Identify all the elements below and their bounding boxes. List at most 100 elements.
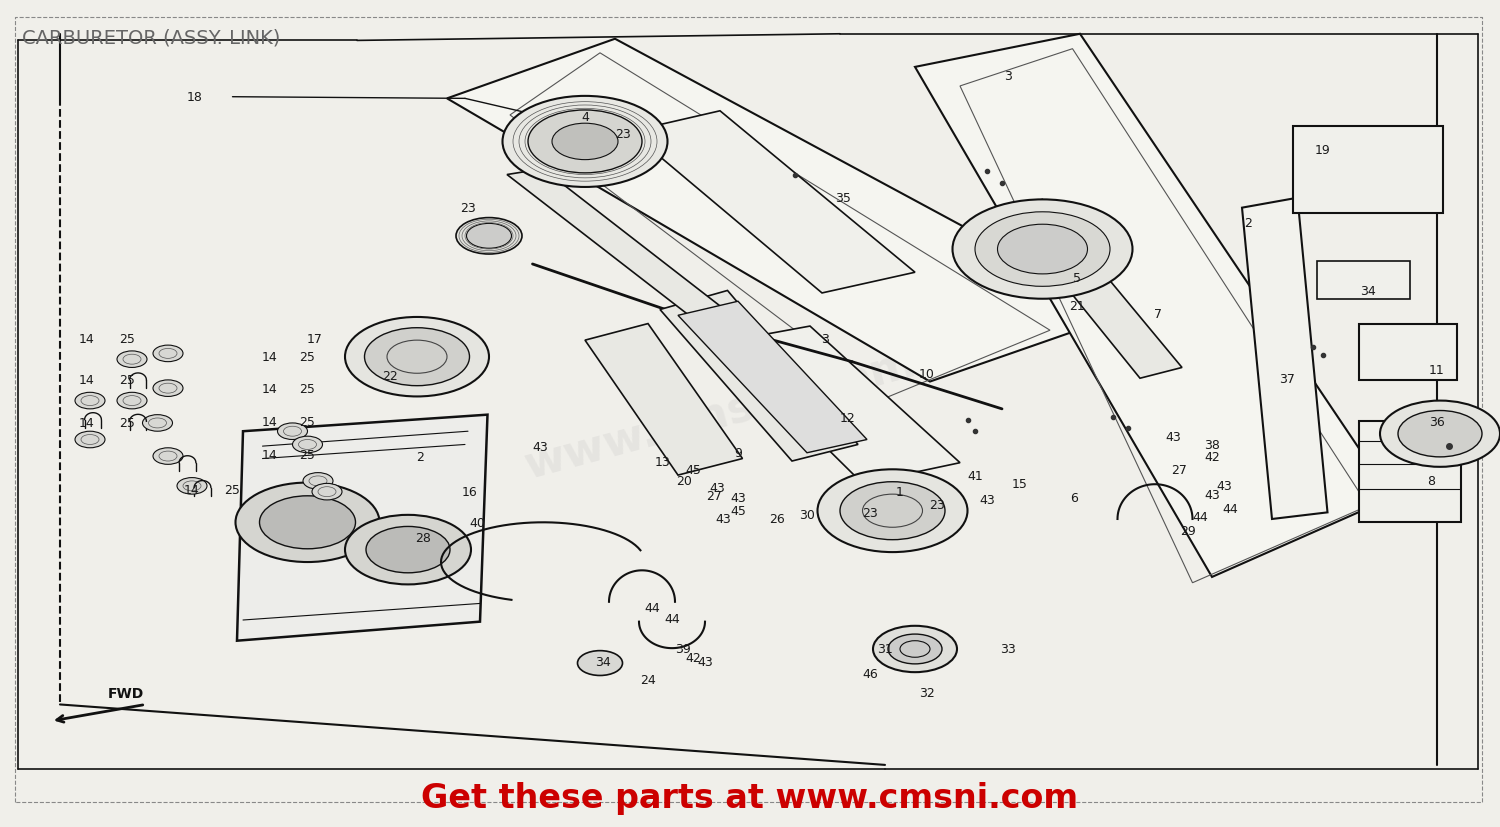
Text: 23: 23 xyxy=(615,127,630,141)
Text: 25: 25 xyxy=(225,483,240,496)
Text: 26: 26 xyxy=(770,513,784,526)
Circle shape xyxy=(503,97,668,188)
Text: 3: 3 xyxy=(821,332,830,346)
Text: 8: 8 xyxy=(1426,475,1436,488)
Text: 46: 46 xyxy=(862,667,877,681)
Text: Get these parts at www.cmsni.com: Get these parts at www.cmsni.com xyxy=(422,781,1078,814)
Bar xyxy=(1293,127,1443,213)
Text: 35: 35 xyxy=(836,192,850,205)
Text: 44: 44 xyxy=(645,601,660,614)
Text: 23: 23 xyxy=(862,506,877,519)
Text: 25: 25 xyxy=(300,415,315,428)
Text: 43: 43 xyxy=(532,440,548,453)
Circle shape xyxy=(998,225,1088,275)
Circle shape xyxy=(818,470,968,552)
Text: 4: 4 xyxy=(580,111,590,124)
Text: 1: 1 xyxy=(896,485,904,499)
Text: 17: 17 xyxy=(308,332,322,346)
Circle shape xyxy=(177,478,207,495)
Text: 12: 12 xyxy=(840,411,855,424)
Text: 45: 45 xyxy=(730,504,746,518)
Polygon shape xyxy=(585,324,742,476)
Text: 27: 27 xyxy=(1172,463,1186,476)
Text: 33: 33 xyxy=(1000,643,1016,656)
Circle shape xyxy=(75,393,105,409)
Text: 6: 6 xyxy=(1070,491,1078,504)
Circle shape xyxy=(153,346,183,362)
Text: 45: 45 xyxy=(686,463,700,476)
Text: 42: 42 xyxy=(686,651,700,664)
Text: 40: 40 xyxy=(470,516,484,529)
Text: 43: 43 xyxy=(1216,480,1231,493)
Polygon shape xyxy=(678,302,867,453)
Text: www.cmsni.com: www.cmsni.com xyxy=(519,341,921,486)
Circle shape xyxy=(1398,411,1482,457)
Text: 34: 34 xyxy=(596,655,610,668)
Text: 25: 25 xyxy=(300,351,315,364)
Text: 43: 43 xyxy=(730,491,746,504)
Circle shape xyxy=(364,328,470,386)
Text: 38: 38 xyxy=(1204,438,1219,452)
Text: 32: 32 xyxy=(920,686,934,700)
Text: 14: 14 xyxy=(184,483,200,496)
Text: 43: 43 xyxy=(1204,488,1219,501)
Text: 36: 36 xyxy=(1430,415,1444,428)
Circle shape xyxy=(466,224,512,249)
Circle shape xyxy=(1380,401,1500,467)
Text: 23: 23 xyxy=(930,498,945,511)
Polygon shape xyxy=(720,327,960,484)
Text: 29: 29 xyxy=(1180,524,1196,538)
Text: 39: 39 xyxy=(675,643,690,656)
Polygon shape xyxy=(1002,200,1182,379)
Circle shape xyxy=(260,496,356,549)
Text: 21: 21 xyxy=(1070,299,1084,313)
Circle shape xyxy=(278,423,308,440)
Circle shape xyxy=(552,124,618,160)
Circle shape xyxy=(879,504,945,541)
Circle shape xyxy=(888,634,942,664)
Text: 7: 7 xyxy=(1154,308,1162,321)
Polygon shape xyxy=(507,170,762,346)
Polygon shape xyxy=(1242,198,1328,519)
Text: 42: 42 xyxy=(1204,450,1219,463)
Text: 27: 27 xyxy=(706,490,722,503)
Text: 18: 18 xyxy=(188,91,202,104)
Text: 44: 44 xyxy=(1222,502,1238,515)
Text: 14: 14 xyxy=(262,382,278,395)
Circle shape xyxy=(292,437,322,453)
Text: 31: 31 xyxy=(878,643,892,656)
Circle shape xyxy=(75,432,105,448)
Circle shape xyxy=(153,380,183,397)
Text: 11: 11 xyxy=(1430,364,1444,377)
Polygon shape xyxy=(660,291,858,461)
Text: 20: 20 xyxy=(676,475,692,488)
Circle shape xyxy=(840,482,945,540)
Text: 9: 9 xyxy=(734,447,742,460)
Text: 43: 43 xyxy=(698,655,712,668)
Text: 25: 25 xyxy=(120,332,135,346)
Circle shape xyxy=(952,200,1132,299)
Circle shape xyxy=(982,217,1102,283)
Circle shape xyxy=(312,484,342,500)
Circle shape xyxy=(960,204,1125,295)
Text: 13: 13 xyxy=(656,455,670,468)
Text: 10: 10 xyxy=(920,367,934,380)
Text: 44: 44 xyxy=(664,612,680,625)
Text: 16: 16 xyxy=(462,485,477,499)
Text: 30: 30 xyxy=(800,508,814,521)
Text: 43: 43 xyxy=(716,513,730,526)
Text: 3: 3 xyxy=(1004,69,1013,83)
Circle shape xyxy=(303,473,333,490)
Text: 25: 25 xyxy=(120,374,135,387)
Polygon shape xyxy=(237,415,488,641)
Text: FWD: FWD xyxy=(108,686,144,700)
Text: 19: 19 xyxy=(1316,144,1330,157)
Bar xyxy=(1317,262,1410,299)
Text: 34: 34 xyxy=(1360,284,1376,298)
Circle shape xyxy=(345,318,489,397)
Text: 43: 43 xyxy=(980,494,994,507)
Circle shape xyxy=(117,351,147,368)
Text: 5: 5 xyxy=(1072,271,1082,284)
Circle shape xyxy=(528,111,642,174)
Text: 25: 25 xyxy=(300,448,315,461)
